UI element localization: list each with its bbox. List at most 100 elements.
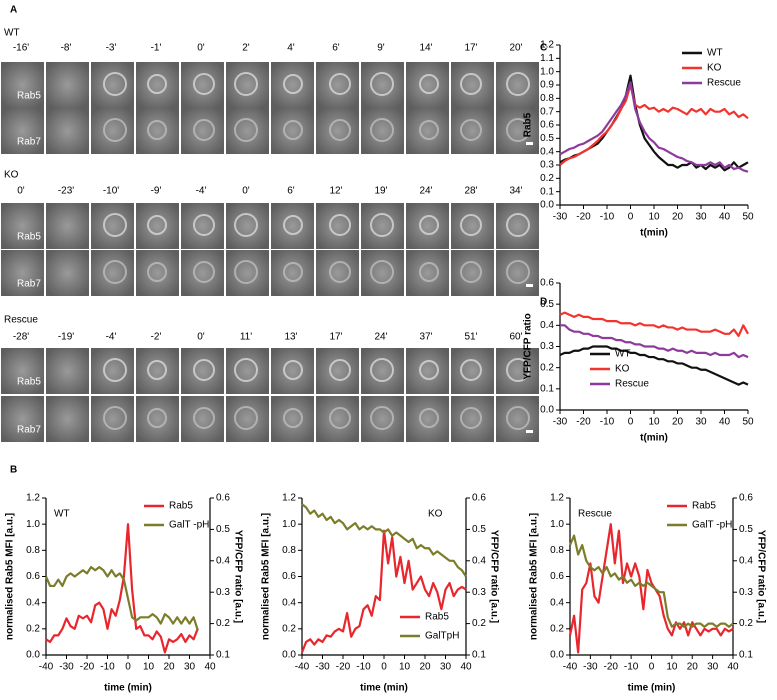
legend-label: WT xyxy=(615,349,631,360)
x-axis-label: t(min) xyxy=(640,433,668,444)
y2-tick-label: 0.5 xyxy=(739,524,753,535)
vesicle xyxy=(234,358,258,382)
x-tick-label: 10 xyxy=(648,417,660,428)
y-tick-label: 1.0 xyxy=(550,519,564,530)
x-tick-label: 40 xyxy=(460,662,472,673)
vesicle xyxy=(329,359,351,381)
y-tick-label: 0.0 xyxy=(540,405,554,416)
y-tick-label: 0.1 xyxy=(540,383,554,394)
vesicle xyxy=(419,215,439,235)
y-tick-label: 0.2 xyxy=(282,623,296,634)
legend-label: Rab5 xyxy=(169,501,193,512)
vesicle xyxy=(506,358,530,382)
y-tick-label: 0.4 xyxy=(540,146,554,157)
micrograph xyxy=(46,108,89,154)
x-tick-label: -40 xyxy=(563,662,578,673)
time-label: 17' xyxy=(464,43,477,54)
vesicle xyxy=(234,406,258,430)
y-tick-label: 1.2 xyxy=(550,493,564,504)
vesicle xyxy=(147,215,167,235)
vesicle xyxy=(283,215,303,235)
y-tick-label: 0.5 xyxy=(540,133,554,144)
vesicle xyxy=(506,213,530,237)
x-tick-label: 10 xyxy=(666,662,678,673)
micrograph xyxy=(496,62,539,108)
y-tick-label: 0.2 xyxy=(26,623,40,634)
y-tick-label: 1.2 xyxy=(26,493,40,504)
x-tick-label: -10 xyxy=(356,662,371,673)
x-tick-label: -20 xyxy=(576,417,591,428)
x-tick-label: 30 xyxy=(707,662,719,673)
vesicle xyxy=(370,260,394,284)
time-label: -1' xyxy=(151,43,162,54)
y-tick-label: 0.6 xyxy=(550,571,564,582)
y2-axis-label: YFP/CFP ratio [a.u.] xyxy=(232,530,243,623)
y-tick-label: 0.0 xyxy=(540,200,554,211)
x-tick-label: -30 xyxy=(553,212,568,223)
legend-label: WT xyxy=(707,48,723,59)
vesicle xyxy=(234,213,258,237)
time-label: -4' xyxy=(196,186,207,197)
y2-tick-label: 0.4 xyxy=(472,555,486,566)
vesicle xyxy=(103,358,127,382)
vesicle xyxy=(283,120,303,140)
micrograph xyxy=(361,203,404,249)
x-tick-label: 0 xyxy=(381,662,387,673)
x-tick-label: 10 xyxy=(399,662,411,673)
panel-label: C xyxy=(540,43,547,54)
x-axis-label: time (min) xyxy=(360,683,408,694)
micrograph xyxy=(361,62,404,108)
micrograph xyxy=(406,396,449,442)
x-axis-label: time (min) xyxy=(104,683,152,694)
vesicle xyxy=(193,73,215,95)
vesicle xyxy=(460,407,482,429)
y-tick-label: 0.2 xyxy=(540,173,554,184)
micrograph xyxy=(496,396,539,442)
y-tick-label: 0.6 xyxy=(540,120,554,131)
x-tick-label: 50 xyxy=(742,417,754,428)
y2-tick-label: 0.3 xyxy=(472,587,486,598)
time-label: 0' xyxy=(242,186,250,197)
panel-label: D xyxy=(540,297,547,308)
micrograph xyxy=(136,250,179,296)
y-tick-label: 0.4 xyxy=(26,597,40,608)
data-line xyxy=(559,74,749,172)
x-tick-label: -10 xyxy=(600,417,615,428)
vesicle xyxy=(506,72,530,96)
scale-bar xyxy=(526,284,533,287)
legend-label: Rescue xyxy=(707,78,741,89)
micrograph xyxy=(271,203,314,249)
x-tick-label: -20 xyxy=(576,212,591,223)
micrograph xyxy=(271,108,314,154)
micrograph xyxy=(181,348,224,394)
vesicle xyxy=(283,408,303,428)
micrograph xyxy=(361,396,404,442)
micrograph xyxy=(406,108,449,154)
y-tick-label: 1.2 xyxy=(282,493,296,504)
time-label: 0' xyxy=(197,332,205,343)
micrograph xyxy=(406,348,449,394)
group-label: Rescue xyxy=(4,315,38,326)
legend-label: Rab5 xyxy=(692,501,716,512)
panel-label: A xyxy=(10,5,17,16)
x-tick-label: 40 xyxy=(719,417,731,428)
y-tick-label: 0.4 xyxy=(540,320,554,331)
x-tick-label: 10 xyxy=(648,212,660,223)
x-tick-label: 30 xyxy=(184,662,196,673)
micrograph xyxy=(316,348,359,394)
time-label: -28' xyxy=(13,332,29,343)
vesicle xyxy=(460,261,482,283)
micrograph xyxy=(496,108,539,154)
y-tick-label: 0.1 xyxy=(540,186,554,197)
micrograph xyxy=(271,348,314,394)
micrograph xyxy=(451,108,494,154)
vesicle xyxy=(193,407,215,429)
micrograph xyxy=(136,203,179,249)
vesicle xyxy=(329,73,351,95)
y-tick-label: 0.7 xyxy=(540,106,554,117)
y-tick-label: 0.0 xyxy=(282,650,296,661)
y-tick-label: 0.4 xyxy=(550,597,564,608)
micrograph xyxy=(46,62,89,108)
x-tick-label: 0 xyxy=(649,662,655,673)
data-line xyxy=(559,311,749,338)
